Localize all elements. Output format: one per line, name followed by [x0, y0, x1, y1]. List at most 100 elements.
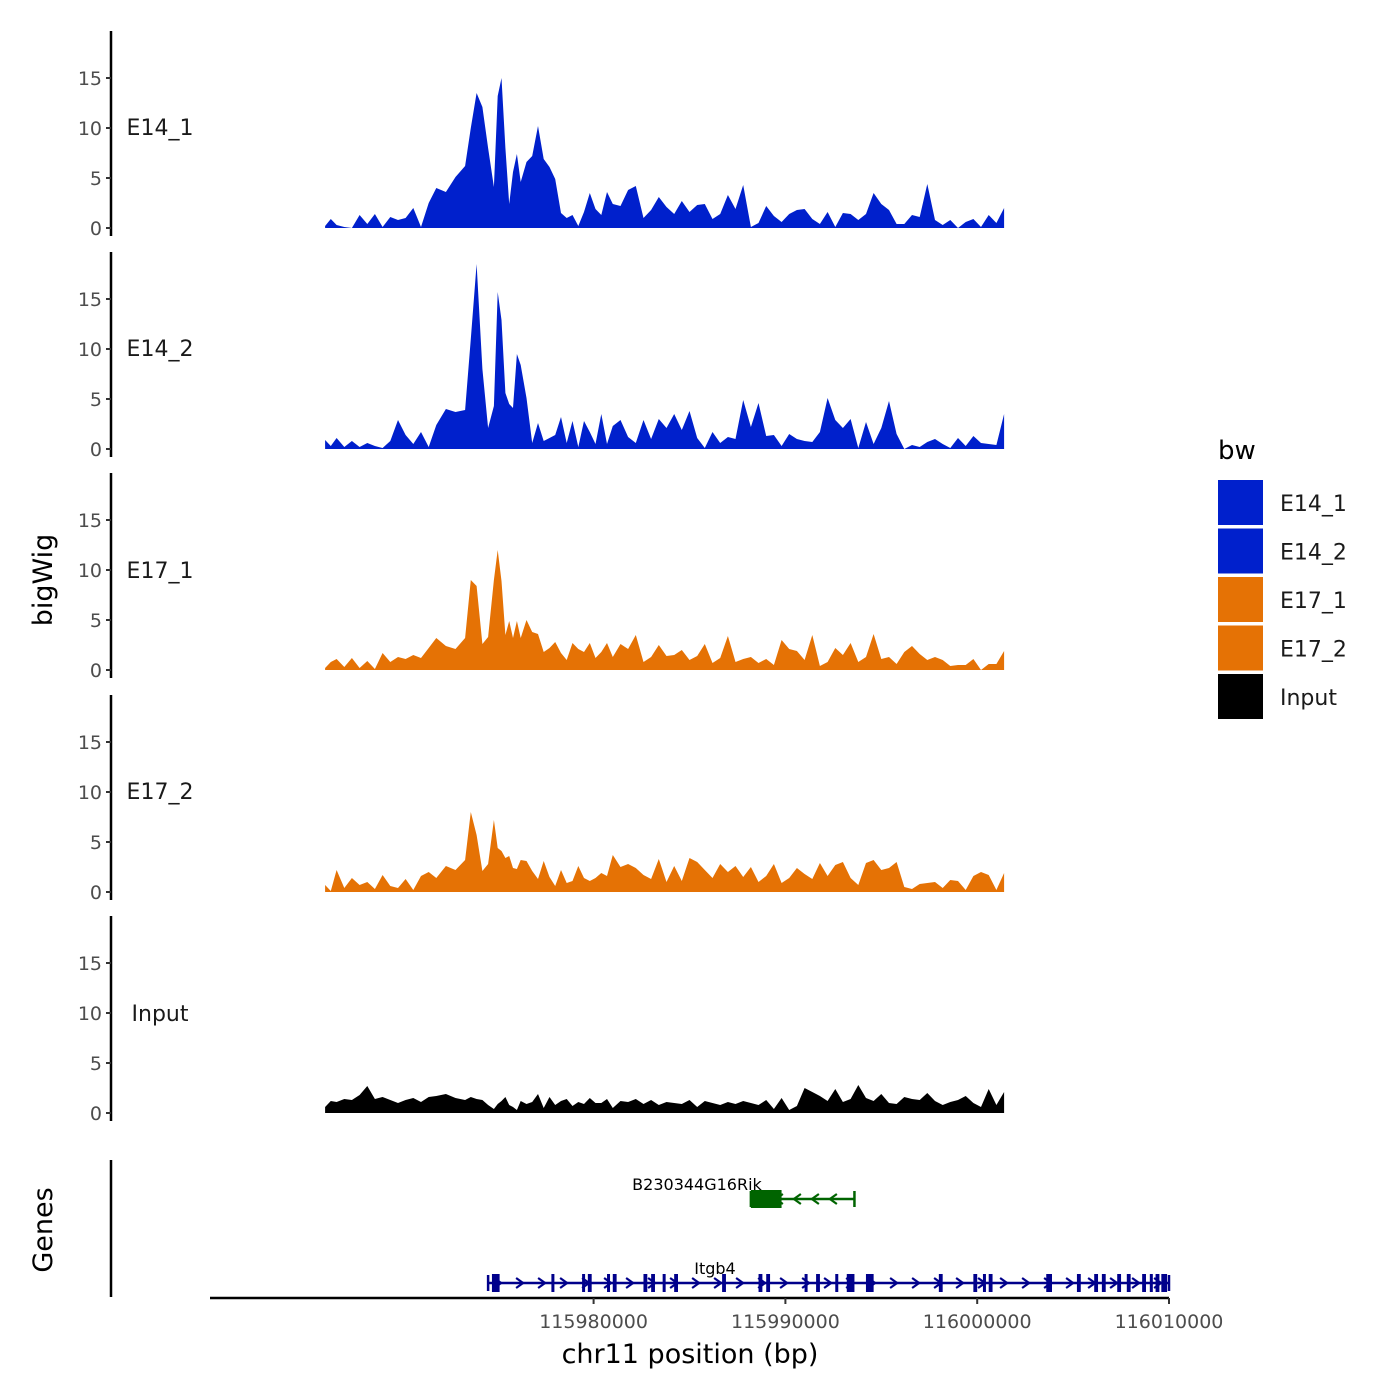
- gene-label: B230344G16Rik: [632, 1175, 762, 1194]
- bigwig-tracks: 0 5 10 15 E14_1 0 5 10 15 E14_2 0 5 10 15 E17_1 0 5 10 15 E…: [78, 31, 1005, 1125]
- strand-arrow: [791, 1193, 802, 1205]
- x-tick-label: 115980000: [539, 1311, 648, 1333]
- y-tick-label: 5: [90, 610, 102, 632]
- x-tick-label: 115990000: [731, 1311, 840, 1333]
- strand-arrow: [1109, 1277, 1120, 1289]
- strand-arrow: [801, 1277, 812, 1289]
- y-tick-label: 10: [78, 118, 102, 140]
- exon-block: [612, 1274, 617, 1292]
- track-e17-1: 0 5 10 15 E17_1: [78, 473, 1005, 682]
- exon-block: [1094, 1274, 1099, 1292]
- legend-label: E14_2: [1280, 541, 1347, 566]
- y-tick-label: 0: [90, 1103, 102, 1125]
- strand-arrow: [809, 1193, 820, 1205]
- exon-block: [846, 1274, 855, 1292]
- exon-block: [865, 1274, 874, 1292]
- y-tick-label: 0: [90, 660, 102, 682]
- strand-arrow: [1131, 1277, 1142, 1289]
- y-tick-label: 0: [90, 439, 102, 461]
- exon-block: [1161, 1274, 1168, 1292]
- exon-block: [491, 1274, 500, 1292]
- legend-swatch: [1218, 674, 1263, 719]
- exon-block: [582, 1274, 586, 1292]
- legend-label: E17_2: [1280, 638, 1347, 663]
- legend-label: E14_1: [1280, 492, 1347, 517]
- exon-block: [988, 1274, 993, 1292]
- exon-block: [973, 1274, 978, 1292]
- y-tick-label: 5: [90, 1053, 102, 1075]
- exon-block: [816, 1274, 820, 1292]
- track-label: E14_1: [127, 116, 194, 141]
- strand-arrow: [911, 1277, 922, 1289]
- exon-block: [607, 1274, 611, 1292]
- track-e14-2: 0 5 10 15 E14_2: [78, 252, 1005, 461]
- y-tick-label: 15: [78, 953, 102, 975]
- y-tick-label: 5: [90, 168, 102, 190]
- strand-arrow: [779, 1277, 790, 1289]
- exon-block: [1046, 1274, 1053, 1292]
- strand-arrow: [647, 1277, 658, 1289]
- gene-label: Itgb4: [694, 1259, 735, 1278]
- strand-arrow: [537, 1277, 548, 1289]
- y-tick-label: 0: [90, 882, 102, 904]
- strand-arrow: [955, 1277, 966, 1289]
- x-axis-title: chr11 position (bp): [562, 1339, 819, 1370]
- strand-arrow: [691, 1277, 702, 1289]
- exon-block: [835, 1274, 839, 1292]
- strand-arrow: [889, 1277, 900, 1289]
- strand-arrow: [625, 1277, 636, 1289]
- track-label: E14_2: [127, 337, 194, 362]
- exon-block: [674, 1274, 678, 1292]
- strand-arrow: [827, 1193, 838, 1205]
- legend-label: E17_1: [1280, 589, 1347, 614]
- track-e17-2: 0 5 10 15 E17_2: [78, 695, 1005, 904]
- strand-arrow: [713, 1277, 724, 1289]
- gene-panel-title: Genes: [28, 1187, 59, 1272]
- strand-arrow: [823, 1277, 834, 1289]
- exon-block: [643, 1274, 648, 1292]
- y-tick-label: 5: [90, 832, 102, 854]
- y-tick-label: 15: [78, 732, 102, 754]
- gene-itgb4: Itgb4: [486, 1259, 1171, 1292]
- exon-block: [1076, 1274, 1081, 1292]
- y-tick-label: 0: [90, 218, 102, 240]
- gene-panel: B230344G16Rik Itgb4: [109, 1160, 1171, 1297]
- exon-block: [722, 1274, 726, 1292]
- strand-arrow: [999, 1277, 1010, 1289]
- track-label: E17_2: [127, 780, 194, 805]
- exon-block: [1155, 1274, 1160, 1292]
- signal-area: [325, 264, 1005, 449]
- legend-swatch: [1218, 528, 1263, 574]
- strand-arrow: [515, 1277, 526, 1289]
- exon-block: [1101, 1274, 1106, 1292]
- y-tick-label: 10: [78, 1003, 102, 1025]
- y-axis-title: bigWig: [28, 534, 59, 627]
- legend-label: Input: [1280, 686, 1337, 711]
- exon-block: [587, 1274, 592, 1292]
- signal-area: [325, 812, 1005, 892]
- legend-swatch: [1218, 480, 1263, 525]
- signal-area: [325, 550, 1005, 670]
- legend-swatch: [1218, 625, 1263, 671]
- legend-swatch: [1218, 577, 1263, 622]
- exon-block: [1149, 1274, 1153, 1292]
- strand-arrow: [1065, 1277, 1076, 1289]
- strand-arrow: [735, 1277, 746, 1289]
- exon-block: [651, 1274, 655, 1292]
- x-tick-label: 116010000: [1115, 1311, 1224, 1333]
- signal-area: [325, 78, 1005, 228]
- exon-block: [551, 1274, 555, 1292]
- track-label: E17_1: [127, 559, 194, 584]
- y-tick-label: 10: [78, 560, 102, 582]
- y-tick-label: 15: [78, 510, 102, 532]
- y-tick-label: 15: [78, 289, 102, 311]
- strand-arrow: [603, 1277, 614, 1289]
- gene-b230344g16rik: B230344G16Rik: [632, 1175, 856, 1208]
- exon-block: [1142, 1274, 1146, 1292]
- exon-block: [938, 1274, 943, 1292]
- y-tick-label: 5: [90, 389, 102, 411]
- exon-block: [1117, 1274, 1122, 1292]
- y-tick-label: 10: [78, 339, 102, 361]
- exon-block: [1126, 1274, 1131, 1292]
